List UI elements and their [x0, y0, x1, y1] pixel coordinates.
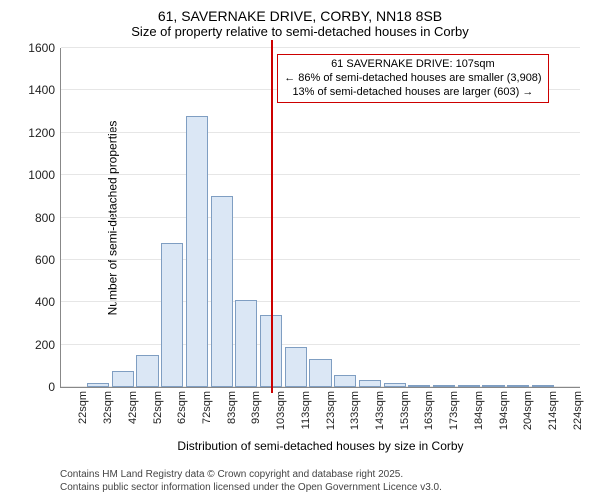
histogram-bar	[285, 347, 307, 387]
xtick-label: 72sqm	[201, 391, 213, 424]
gridline-y	[61, 259, 580, 260]
chart-titles: 61, SAVERNAKE DRIVE, CORBY, NN18 8SB Siz…	[0, 8, 600, 39]
histogram-bar	[532, 385, 554, 387]
xtick-label: 22sqm	[77, 391, 89, 424]
xtick-label: 214sqm	[547, 391, 559, 430]
title-line-1: 61, SAVERNAKE DRIVE, CORBY, NN18 8SB	[0, 8, 600, 24]
gridline-y	[61, 132, 580, 133]
xtick-label: 184sqm	[473, 391, 485, 430]
ytick-label: 1400	[28, 83, 61, 97]
histogram-bar	[359, 380, 381, 387]
ytick-label: 600	[35, 253, 61, 267]
x-axis-label: Distribution of semi-detached houses by …	[61, 439, 580, 453]
histogram-bar	[87, 383, 109, 387]
footer-line-2: Contains public sector information licen…	[60, 481, 590, 494]
histogram-bar	[334, 375, 356, 387]
xtick-label: 103sqm	[275, 391, 287, 430]
histogram-bar	[112, 371, 134, 387]
xtick-label: 123sqm	[325, 391, 337, 430]
xtick-label: 173sqm	[448, 391, 460, 430]
y-axis-label: Number of semi-detached properties	[105, 120, 119, 315]
ytick-label: 800	[35, 211, 61, 225]
histogram-bar	[211, 196, 233, 387]
xtick-label: 224sqm	[572, 391, 584, 430]
histogram-bar	[482, 385, 504, 387]
annotation-line: ← 86% of semi-detached houses are smalle…	[284, 72, 541, 86]
ytick-label: 1200	[28, 126, 61, 140]
xtick-label: 93sqm	[250, 391, 262, 424]
xtick-label: 153sqm	[399, 391, 411, 430]
xtick-label: 62sqm	[176, 391, 188, 424]
property-marker-line	[271, 40, 273, 393]
xtick-label: 204sqm	[522, 391, 534, 430]
ytick-label: 0	[48, 380, 61, 394]
annotation-line: 13% of semi-detached houses are larger (…	[284, 86, 541, 100]
annotation-line: 61 SAVERNAKE DRIVE: 107sqm	[284, 58, 541, 72]
xtick-label: 32sqm	[102, 391, 114, 424]
histogram-bar	[384, 383, 406, 387]
footer-line-1: Contains HM Land Registry data © Crown c…	[60, 468, 590, 481]
xtick-label: 83sqm	[226, 391, 238, 424]
histogram-bar	[433, 385, 455, 387]
histogram-bar	[309, 359, 331, 387]
ytick-label: 400	[35, 295, 61, 309]
histogram-bar	[186, 116, 208, 387]
annotation-box: 61 SAVERNAKE DRIVE: 107sqm← 86% of semi-…	[277, 54, 548, 103]
xtick-label: 194sqm	[498, 391, 510, 430]
footer-credits: Contains HM Land Registry data © Crown c…	[60, 468, 590, 494]
ytick-label: 1600	[28, 41, 61, 55]
gridline-y	[61, 47, 580, 48]
ytick-label: 200	[35, 338, 61, 352]
histogram-bar	[507, 385, 529, 387]
histogram-bar	[458, 385, 480, 387]
ytick-label: 1000	[28, 168, 61, 182]
xtick-label: 52sqm	[152, 391, 164, 424]
chart-container: 61, SAVERNAKE DRIVE, CORBY, NN18 8SB Siz…	[0, 0, 600, 500]
gridline-y	[61, 301, 580, 302]
xtick-label: 163sqm	[423, 391, 435, 430]
histogram-bar	[136, 355, 158, 387]
histogram-bar	[161, 243, 183, 387]
xtick-label: 42sqm	[127, 391, 139, 424]
gridline-y	[61, 174, 580, 175]
xtick-label: 113sqm	[300, 391, 312, 429]
xtick-label: 133sqm	[349, 391, 361, 430]
plot-area: Number of semi-detached properties Distr…	[60, 48, 580, 388]
gridline-y	[61, 344, 580, 345]
title-line-2: Size of property relative to semi-detach…	[0, 24, 600, 39]
gridline-y	[61, 217, 580, 218]
histogram-bar	[235, 300, 257, 387]
xtick-label: 143sqm	[374, 391, 386, 430]
histogram-bar	[408, 385, 430, 387]
